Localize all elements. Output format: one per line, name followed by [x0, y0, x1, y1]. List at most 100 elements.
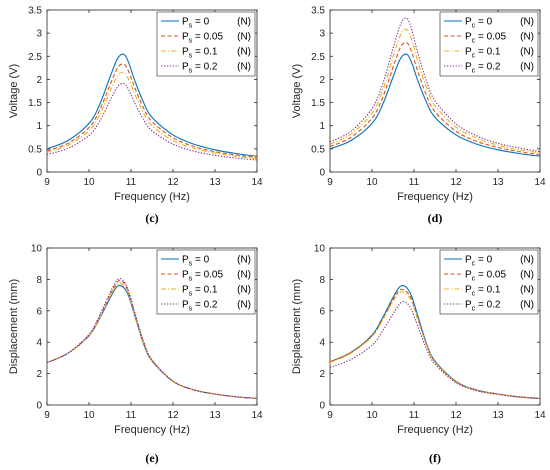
y-tick-label: 3: [36, 29, 42, 40]
legend-label-1: Pc = 0.05: [465, 32, 506, 45]
x-tick-label: 10: [366, 177, 378, 188]
x-axis-label: Frequency (Hz): [114, 191, 190, 203]
legend-subscript: s: [189, 23, 193, 30]
legend-symbol: P: [465, 270, 472, 281]
panel-label: (d): [428, 211, 443, 225]
series-line-0: [330, 53, 540, 157]
legend-label-3: Pc = 0.2: [465, 62, 501, 75]
x-tick-label: 12: [450, 410, 462, 421]
legend-label-1: Ps = 0.05: [182, 270, 223, 283]
legend-symbol: P: [465, 62, 472, 73]
x-tick-label: 11: [409, 410, 420, 421]
x-tick-label: 13: [209, 410, 221, 421]
legend-label-2: Pc = 0.1: [465, 285, 501, 298]
legend-unit-3: (N): [237, 300, 251, 311]
x-tick-label: 9: [327, 410, 333, 421]
series-line-3: [47, 277, 257, 399]
legend-label-1: Ps = 0.05: [182, 32, 223, 45]
legend-subscript: c: [472, 306, 476, 313]
x-tick-label: 14: [534, 177, 546, 188]
legend-unit-0: (N): [237, 255, 251, 266]
legend-unit-2: (N): [520, 47, 534, 58]
y-tick-label: 4: [36, 338, 42, 349]
legend-subscript: s: [189, 276, 193, 283]
x-axis-label: Frequency (Hz): [397, 424, 473, 436]
legend-value: = 0.1: [475, 47, 501, 58]
legend-subscript: c: [472, 291, 476, 298]
y-tick-label: 2.5: [311, 52, 325, 63]
legend-label-0: Ps = 0: [182, 17, 210, 30]
series-line-1: [330, 41, 540, 156]
legend-subscript: s: [189, 68, 193, 75]
x-tick-label: 12: [450, 177, 462, 188]
legend-label-0: Ps = 0: [182, 255, 210, 268]
panel-label: (e): [145, 451, 158, 465]
y-tick-label: 1: [36, 121, 42, 132]
legend-value: = 0: [475, 255, 492, 266]
legend: Pc = 0 (N) Pc = 0.05 (N) Pc = 0.1 (N) Pc = 0.2…: [439, 11, 539, 77]
legend-label-2: Ps = 0.1: [182, 47, 218, 60]
x-tick-label: 11: [409, 177, 420, 188]
x-tick-label: 10: [83, 410, 95, 421]
legend-symbol: P: [182, 47, 189, 58]
legend-symbol: P: [465, 255, 472, 266]
legend-symbol: P: [182, 17, 189, 28]
legend: Ps = 0 (N) Ps = 0.05 (N) Ps = 0.1 (N) Ps = 0.2…: [156, 249, 256, 315]
legend: Pc = 0 (N) Pc = 0.05 (N) Pc = 0.1 (N) Pc = 0.2…: [439, 249, 539, 315]
legend-value: = 0.2: [192, 300, 218, 311]
legend-subscript: s: [189, 291, 193, 298]
x-tick-label: 13: [492, 410, 504, 421]
legend-label-3: Pc = 0.2: [465, 300, 501, 313]
legend-value: = 0: [192, 255, 209, 266]
legend-subscript: s: [189, 38, 193, 45]
legend-unit-0: (N): [520, 17, 534, 28]
legend-symbol: P: [465, 32, 472, 43]
legend-label-2: Pc = 0.1: [465, 47, 501, 60]
y-axis-label: Voltage (V): [291, 64, 303, 118]
legend-unit-0: (N): [520, 255, 534, 266]
y-tick-label: 4: [319, 338, 325, 349]
legend-unit-1: (N): [520, 32, 534, 43]
y-axis-label: Displacement (mm): [291, 279, 303, 374]
y-axis-label: Displacement (mm): [8, 279, 20, 374]
legend-symbol: P: [182, 300, 189, 311]
legend-symbol: P: [182, 270, 189, 281]
y-tick-label: 3.5: [311, 6, 325, 17]
y-axis-label: Voltage (V): [8, 64, 20, 118]
series-line-0: [47, 53, 257, 157]
series-line-2: [47, 282, 257, 399]
legend-value: = 0.1: [475, 285, 501, 296]
y-tick-label: 2: [36, 75, 42, 86]
legend-subscript: s: [189, 306, 193, 313]
y-tick-label: 0: [36, 168, 42, 179]
y-tick-label: 1: [319, 121, 325, 132]
legend-symbol: P: [465, 17, 472, 28]
x-tick-label: 13: [492, 177, 504, 188]
legend-value: = 0.2: [192, 62, 218, 73]
legend-subscript: c: [472, 68, 476, 75]
legend-label-0: Pc = 0: [465, 17, 493, 30]
y-tick-label: 3.5: [28, 6, 42, 17]
legend-value: = 0.1: [192, 285, 218, 296]
legend-symbol: P: [182, 62, 189, 73]
x-tick-label: 12: [167, 410, 179, 421]
legend-symbol: P: [182, 285, 189, 296]
y-tick-label: 0: [319, 401, 325, 412]
legend-value: = 0.05: [475, 270, 506, 281]
x-tick-label: 10: [366, 410, 378, 421]
series-line-3: [330, 17, 540, 153]
legend-unit-2: (N): [237, 47, 251, 58]
series-line-2: [47, 71, 257, 160]
x-tick-label: 13: [209, 177, 221, 188]
legend-subscript: c: [472, 23, 476, 30]
legend-label-3: Ps = 0.2: [182, 300, 218, 313]
x-tick-label: 11: [126, 177, 137, 188]
legend-unit-0: (N): [237, 17, 251, 28]
chart-panel-e: 9 10 11 12 13 14 0 2 4 6 8 10 Frequency (Hz) Displace…: [8, 244, 263, 466]
y-tick-label: 2: [319, 369, 325, 380]
x-tick-label: 9: [44, 410, 50, 421]
y-tick-label: 6: [36, 306, 42, 317]
legend-symbol: P: [182, 32, 189, 43]
legend-box: [156, 249, 256, 315]
legend-symbol: P: [182, 255, 189, 266]
